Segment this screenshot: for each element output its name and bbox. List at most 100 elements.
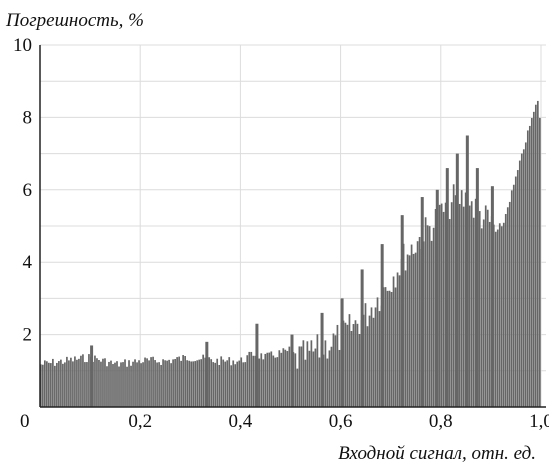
error-bar	[464, 192, 467, 407]
error-bar	[186, 360, 188, 407]
error-bar	[188, 360, 190, 407]
error-bar	[102, 358, 104, 407]
error-bar	[438, 204, 441, 407]
error-bar	[98, 359, 100, 407]
error-spike	[420, 197, 424, 407]
error-bar	[306, 341, 309, 407]
error-spike	[255, 323, 259, 407]
error-spike	[490, 186, 494, 407]
error-bar	[130, 365, 132, 407]
error-bar	[122, 362, 124, 407]
error-bar	[262, 359, 265, 407]
error-bar	[156, 362, 158, 407]
error-bar	[308, 350, 311, 407]
error-bar	[386, 290, 389, 407]
error-bar	[132, 361, 134, 407]
error-spike	[475, 168, 479, 407]
error-bar	[78, 358, 80, 407]
error-bar	[512, 184, 515, 407]
error-bar	[454, 195, 457, 407]
error-bar	[266, 352, 269, 407]
error-bar	[44, 360, 46, 407]
error-bar	[334, 335, 337, 407]
error-spike	[320, 312, 324, 407]
error-bar	[220, 356, 223, 407]
error-bar	[238, 360, 241, 407]
error-bar	[170, 363, 172, 407]
error-bar	[430, 240, 433, 407]
y-tick-labels: 2 4 6 8 10	[13, 35, 33, 346]
error-bar	[486, 209, 489, 407]
error-bar	[536, 100, 539, 407]
error-bar	[488, 221, 491, 407]
error-bar	[404, 270, 407, 407]
error-bar	[150, 357, 152, 407]
error-bar	[326, 358, 329, 407]
error-bar	[212, 362, 215, 407]
error-bar	[202, 354, 205, 407]
error-bar	[398, 275, 401, 407]
error-bar	[72, 361, 74, 407]
error-bar	[200, 359, 203, 407]
error-bar	[428, 226, 431, 407]
error-bar	[374, 307, 377, 407]
error-bar	[84, 362, 86, 407]
error-bar	[338, 349, 341, 407]
error-bar	[520, 153, 523, 407]
error-bar	[254, 355, 257, 407]
error-spike	[205, 341, 209, 407]
error-bar	[166, 360, 168, 407]
error-bar	[198, 359, 201, 407]
error-bar	[58, 361, 60, 407]
error-bar	[272, 355, 275, 407]
x-tick-label: 0,6	[329, 411, 353, 432]
error-bar	[366, 326, 369, 407]
error-bar	[396, 272, 399, 407]
error-bar	[172, 359, 174, 407]
error-bar	[424, 217, 427, 407]
error-bar	[394, 287, 397, 407]
error-bar	[64, 362, 66, 407]
error-bar	[364, 303, 367, 407]
error-bar	[210, 359, 213, 407]
error-bar	[80, 355, 82, 407]
error-bar	[110, 360, 112, 407]
y-tick-label: 8	[23, 107, 33, 128]
error-bar	[344, 322, 347, 407]
error-bar	[248, 351, 251, 407]
error-bar	[494, 231, 497, 407]
error-bar	[312, 351, 315, 407]
error-bar	[392, 276, 395, 407]
error-bar	[480, 228, 483, 407]
x-tick-label: 0	[20, 411, 30, 432]
error-bar	[96, 358, 98, 407]
error-bar	[144, 357, 146, 407]
error-bar	[128, 360, 130, 407]
y-tick-label: 4	[23, 252, 33, 273]
y-axis-label: Погрешность, %	[5, 10, 144, 31]
error-bar	[56, 362, 58, 407]
error-bar	[524, 142, 527, 408]
error-bar	[310, 340, 313, 407]
error-bar	[522, 149, 525, 408]
error-bar	[174, 358, 176, 407]
error-bar	[176, 357, 178, 407]
error-bar	[260, 353, 263, 407]
error-bar	[318, 357, 321, 407]
error-bar	[504, 213, 507, 407]
error-bar	[514, 176, 517, 407]
error-bar	[268, 352, 271, 407]
error-bar	[412, 253, 415, 407]
error-bar	[226, 360, 229, 407]
error-bar	[274, 357, 277, 407]
error-bar	[164, 360, 166, 407]
error-bar	[440, 203, 443, 407]
bars	[40, 100, 541, 408]
error-bar	[86, 362, 88, 407]
error-bar	[516, 170, 519, 407]
error-bar	[324, 340, 327, 407]
error-spike	[445, 168, 449, 407]
x-tick-label: 1,0	[529, 411, 549, 432]
error-bar	[296, 368, 299, 407]
